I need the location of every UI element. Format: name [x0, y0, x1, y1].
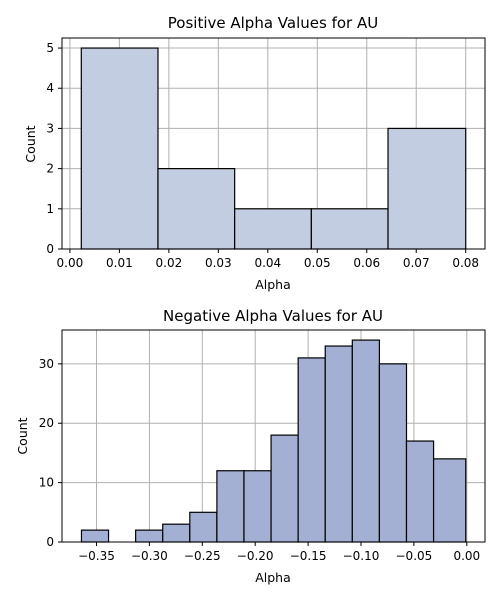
- x-tick-label: −0.20: [237, 549, 274, 563]
- x-tick-label: −0.15: [290, 549, 327, 563]
- histogram-bar: [135, 529, 164, 543]
- y-tick-label: 4: [46, 81, 54, 95]
- y-axis-ticks: 0 1 2 3 4 5: [46, 41, 62, 256]
- chart-title: Positive Alpha Values for AU: [168, 14, 378, 32]
- histogram-bars: [80, 47, 467, 250]
- y-axis-label: Count: [15, 417, 30, 454]
- x-tick-label: 0.08: [452, 256, 479, 270]
- x-tick-label: 0.04: [254, 256, 281, 270]
- histogram-bar: [189, 511, 218, 543]
- y-tick-label: 20: [39, 416, 54, 430]
- x-tick-label: −0.10: [343, 549, 380, 563]
- chart-title: Negative Alpha Values for AU: [163, 307, 383, 325]
- y-tick-label: 30: [39, 357, 54, 371]
- positive-alpha-chart: Positive Alpha Values for AU 0.00 0.01 0.0…: [23, 14, 486, 292]
- histogram-bar: [324, 345, 353, 543]
- histogram-bar: [157, 168, 236, 250]
- x-tick-label: 0.07: [403, 256, 430, 270]
- x-axis-ticks: −0.35 −0.30 −0.25 −0.20 −0.15 −0.10 −0.05 0.00: [78, 542, 480, 563]
- x-tick-label: 0.00: [453, 549, 480, 563]
- x-tick-label: 0.03: [205, 256, 232, 270]
- x-axis-label: Alpha: [255, 277, 291, 292]
- negative-alpha-chart: Negative Alpha Values for AU −0.35 −0.30−…: [15, 307, 486, 585]
- histogram-bar: [378, 363, 408, 543]
- y-tick-label: 5: [46, 41, 54, 55]
- y-tick-label: 0: [46, 242, 54, 256]
- histogram-bar: [405, 440, 435, 543]
- histogram-bar: [310, 208, 389, 250]
- histogram-bar: [234, 208, 312, 250]
- x-tick-label: −0.05: [396, 549, 433, 563]
- histogram-bar: [80, 529, 110, 543]
- histogram-bar: [216, 470, 245, 543]
- x-tick-label: −0.25: [184, 549, 221, 563]
- y-axis-ticks: 0 10 20 30: [39, 357, 62, 549]
- plot-frame: [61, 37, 486, 250]
- x-tick-label: 0.06: [353, 256, 380, 270]
- x-axis-ticks: 0.00 0.01 0.02 0.03 0.04 0.05 0.06 0.07 0.08: [57, 249, 479, 270]
- y-axis-label: Count: [23, 125, 38, 162]
- x-tick-label: 0.05: [304, 256, 331, 270]
- histogram-bar: [351, 339, 381, 543]
- y-tick-label: 3: [46, 121, 54, 135]
- histogram-bar: [432, 458, 467, 543]
- histogram-bar: [270, 434, 299, 543]
- x-axis-label: Alpha: [255, 570, 291, 585]
- histogram-bar: [162, 523, 191, 543]
- plot-frame: [61, 329, 486, 543]
- y-tick-label: 0: [46, 535, 54, 549]
- y-tick-label: 10: [39, 476, 54, 490]
- x-tick-label: 0.00: [57, 256, 84, 270]
- histogram-bars: [80, 339, 467, 543]
- x-tick-label: 0.01: [106, 256, 133, 270]
- y-tick-label: 2: [46, 162, 54, 176]
- x-tick-label: −0.30: [131, 549, 168, 563]
- histogram-bar: [243, 470, 272, 543]
- histogram-bar: [80, 47, 159, 250]
- y-tick-label: 1: [46, 202, 54, 216]
- x-tick-label: −0.35: [78, 549, 115, 563]
- histogram-bar: [387, 127, 467, 250]
- x-tick-label: 0.02: [156, 256, 183, 270]
- histogram-bar: [297, 357, 326, 543]
